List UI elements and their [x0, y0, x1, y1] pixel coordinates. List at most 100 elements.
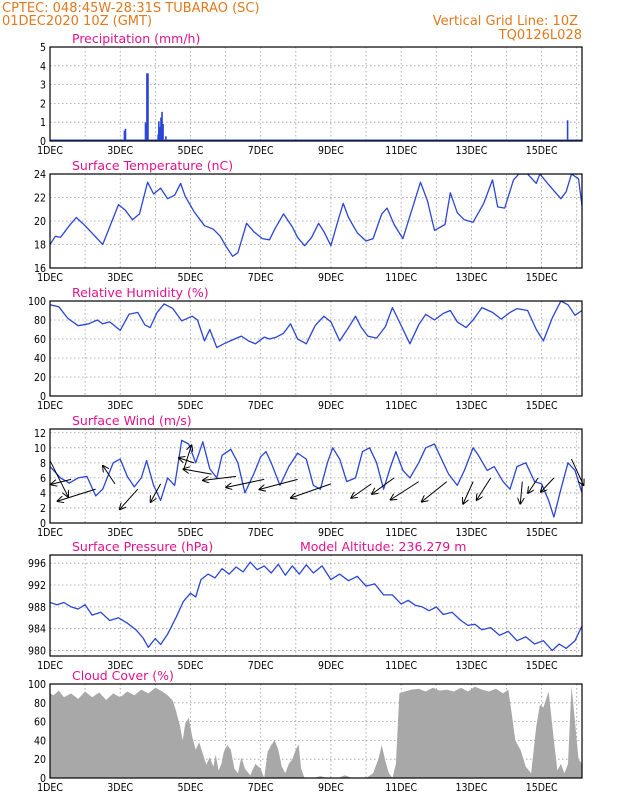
- panel-2: 16 18 20 22 24 1DEC 3DEC 5DEC 7DEC 9DEC 11DEC 13DEC…: [34, 158, 583, 284]
- wind-arrow: [51, 478, 72, 484]
- wind-arrow: [103, 466, 116, 485]
- x-tick-label: 1DEC: [37, 272, 63, 284]
- wind-arrow: [184, 469, 212, 475]
- wind-arrow: [49, 460, 68, 497]
- panel-title: Surface Pressure (hPa): [72, 539, 213, 554]
- y-tick-label: 22: [34, 193, 46, 205]
- wind-arrow: [203, 475, 237, 480]
- wind-arrow: [179, 458, 195, 464]
- y-tick-label: 10: [34, 443, 46, 455]
- x-tick-label: 5DEC: [178, 145, 204, 157]
- x-tick-label: 11DEC: [385, 527, 417, 539]
- x-tick-label: 5DEC: [178, 660, 204, 672]
- x-tick-label: 11DEC: [385, 660, 417, 672]
- wind-arrow: [391, 481, 419, 500]
- panel-4: 0 2 4 6 8 10 12 1DEC 3DEC 5DEC 7DEC 9DEC 11DEC 13DEC 1…: [34, 413, 583, 539]
- wind-arrow: [422, 481, 448, 502]
- y-tick-label: 80: [34, 698, 46, 710]
- panel-5: 980 984 988 992 996 1DEC 3DEC 5DEC 7DEC 9DEC 11DEC…: [28, 539, 583, 672]
- x-tick-label: 9DEC: [318, 527, 344, 539]
- wind-arrow: [58, 488, 96, 501]
- wind-arrow: [120, 488, 139, 509]
- y-tick-label: 4: [40, 61, 46, 73]
- series-line: [50, 439, 582, 518]
- x-tick-label: 11DEC: [385, 400, 417, 412]
- y-tick-label: 980: [28, 646, 46, 658]
- precip-bar: [165, 136, 167, 141]
- header-vertical-grid: Vertical Grid Line: 10Z: [433, 14, 578, 29]
- grid: [50, 429, 582, 523]
- x-tick-label: 13DEC: [455, 400, 487, 412]
- x-tick-label: 3DEC: [107, 527, 133, 539]
- x-tick-label: 5DEC: [178, 272, 204, 284]
- panel-frame: [49, 173, 583, 269]
- plot-area: [50, 174, 582, 257]
- series-line: [50, 301, 582, 349]
- wind-arrow: [520, 481, 522, 504]
- wind-vectors: [50, 445, 583, 509]
- wind-arrow: [260, 478, 298, 489]
- x-tick-label: 13DEC: [455, 527, 487, 539]
- x-tick-label: 15DEC: [526, 145, 558, 157]
- panel-title: Cloud Cover (%): [72, 668, 174, 683]
- panel-frame: [49, 46, 583, 142]
- y-tick-label: 1: [40, 117, 46, 129]
- x-tick-label: 1DEC: [37, 660, 63, 672]
- x-tick-label: 9DEC: [318, 400, 344, 412]
- panel-frame: [49, 300, 583, 397]
- grid: [50, 174, 582, 268]
- precip-bar: [158, 121, 160, 141]
- x-tick-label: 7DEC: [248, 782, 274, 794]
- y-tick-label: 16: [34, 263, 46, 275]
- plot-area: [50, 561, 582, 652]
- panel-title: Surface Temperature (nC): [72, 158, 233, 173]
- y-tick-label: 12: [34, 428, 46, 440]
- y-tick-label: 2: [40, 503, 46, 515]
- wind-arrow: [372, 477, 395, 494]
- y-tick-label: 4: [40, 488, 46, 500]
- x-tick-label: 5DEC: [178, 400, 204, 412]
- wind-arrow: [528, 477, 539, 493]
- x-tick-label: 5DEC: [178, 782, 204, 794]
- header-code: TQ0126L028: [498, 28, 582, 43]
- panel-1: 0 1 2 3 4 5 1DEC 3DEC 5DEC 7DEC 9DEC 11DEC 13DEC 15DE…: [37, 31, 583, 157]
- x-tick-label: 13DEC: [455, 272, 487, 284]
- x-tick-label: 7DEC: [248, 272, 274, 284]
- precip-bar: [162, 124, 164, 141]
- grid: [50, 301, 582, 396]
- y-tick-label: 24: [34, 169, 46, 181]
- x-tick-label: 1DEC: [37, 782, 63, 794]
- y-tick-label: 100: [28, 679, 46, 691]
- y-tick-label: 40: [34, 735, 46, 747]
- panel-title: Surface Wind (m/s): [72, 413, 192, 428]
- y-tick-label: 6: [40, 473, 46, 485]
- precip-bar: [161, 111, 163, 141]
- x-tick-label: 3DEC: [107, 272, 133, 284]
- panel-frame: [49, 683, 583, 779]
- precip-bar: [160, 117, 162, 141]
- x-tick-label: 3DEC: [107, 145, 133, 157]
- wind-arrow: [351, 483, 372, 498]
- y-tick-label: 996: [28, 558, 46, 570]
- y-tick-label: 0: [40, 391, 46, 403]
- x-tick-label: 7DEC: [248, 527, 274, 539]
- y-tick-label: 20: [34, 754, 46, 766]
- grid: [50, 47, 582, 141]
- x-tick-label: 7DEC: [248, 660, 274, 672]
- y-tick-label: 988: [28, 602, 46, 614]
- wind-arrow: [291, 483, 332, 498]
- precip-bar: [123, 130, 126, 141]
- panel-3: 0 20 40 60 80 100 1DEC 3DEC 5DEC 7DEC 9DEC 11DEC 13D…: [28, 285, 583, 412]
- x-tick-label: 7DEC: [248, 145, 274, 157]
- wind-arrow: [151, 483, 162, 502]
- x-tick-label: 15DEC: [526, 272, 558, 284]
- plot-area: [50, 73, 582, 141]
- precip-bar: [146, 73, 148, 141]
- y-tick-label: 0: [40, 518, 46, 530]
- x-tick-label: 9DEC: [318, 145, 344, 157]
- y-tick-label: 100: [28, 296, 46, 308]
- grid: [50, 555, 582, 656]
- x-tick-label: 3DEC: [107, 660, 133, 672]
- series-line: [50, 561, 582, 652]
- x-tick-label: 13DEC: [455, 782, 487, 794]
